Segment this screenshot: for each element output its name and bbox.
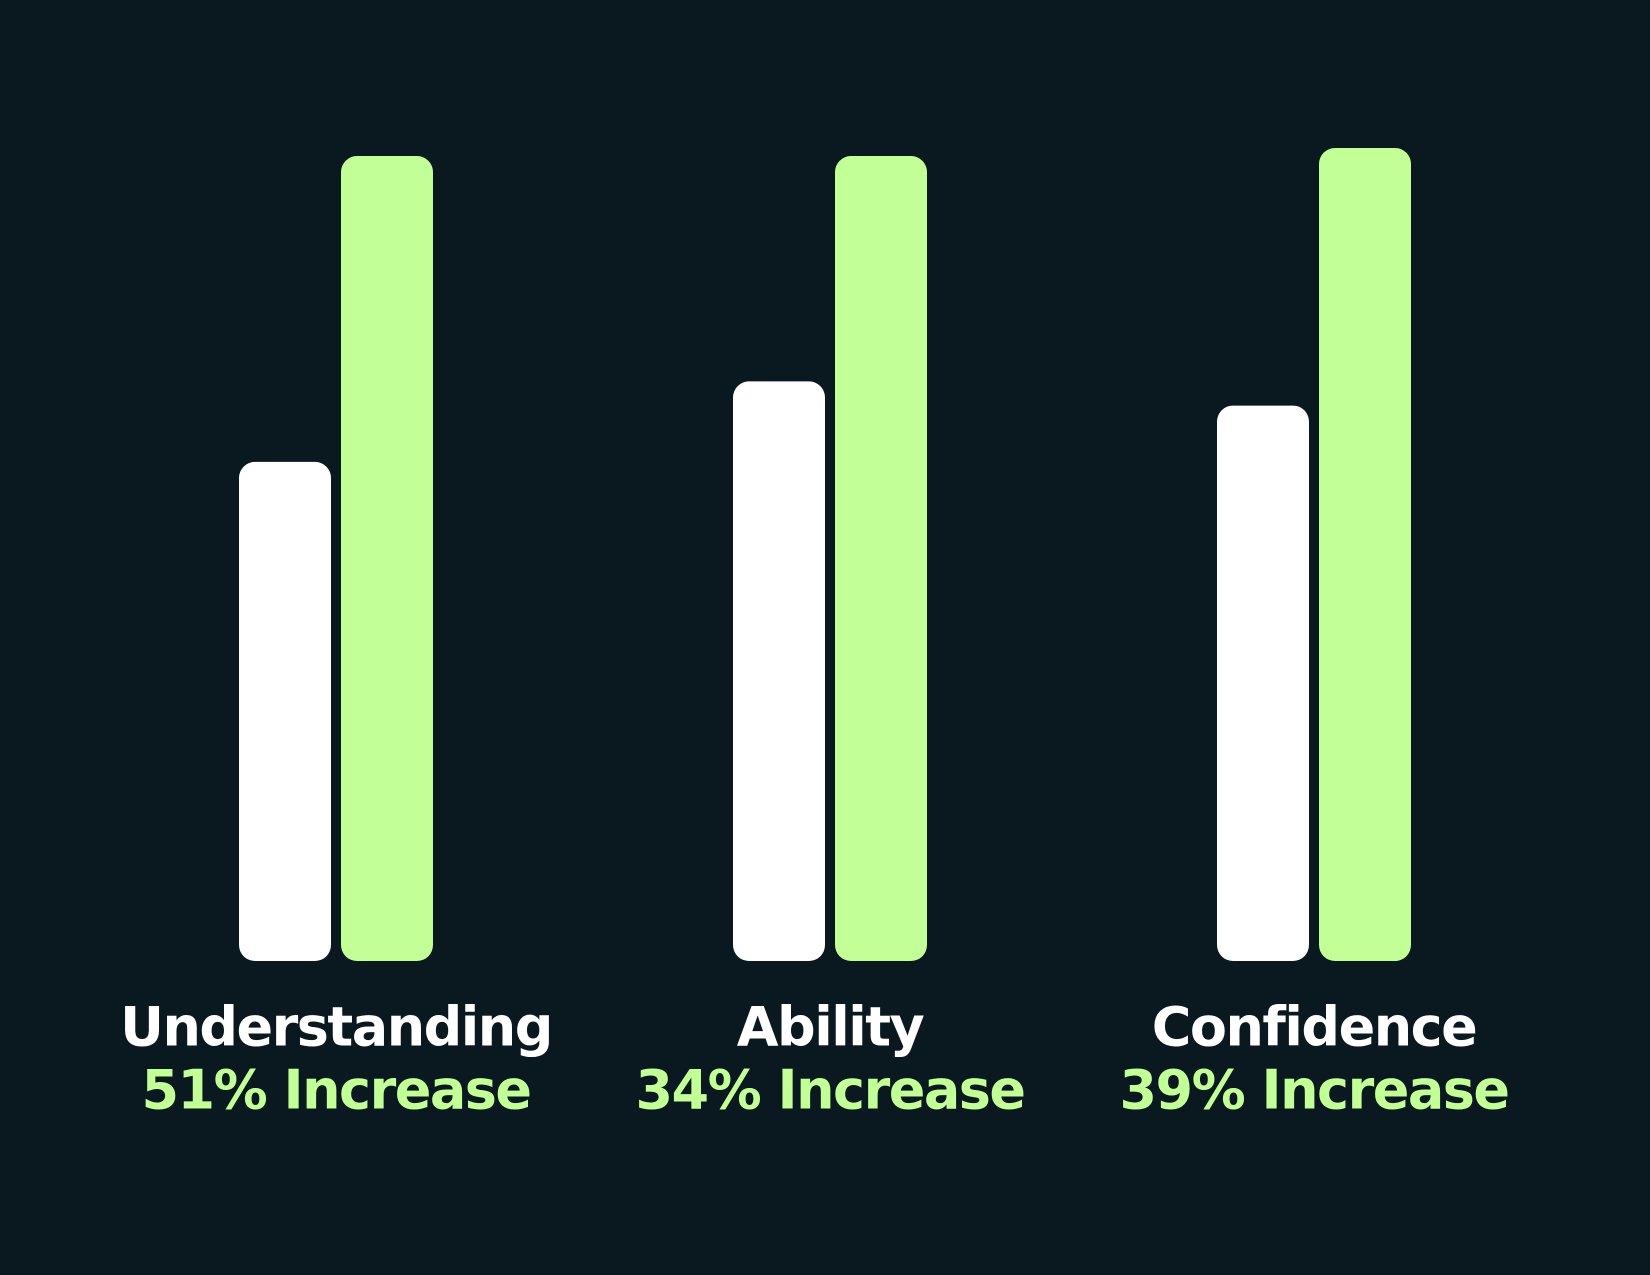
bar	[733, 381, 825, 961]
bar	[1319, 148, 1411, 961]
category-label: Confidence	[1152, 996, 1477, 1059]
bar	[239, 461, 331, 961]
increase-label: 51% Increase	[141, 1059, 530, 1122]
bar	[341, 156, 433, 961]
category-label: Understanding	[120, 996, 552, 1059]
increase-label: 39% Increase	[1119, 1059, 1508, 1122]
category-label: Ability	[737, 996, 925, 1059]
bar	[835, 156, 927, 961]
increase-label: 34% Increase	[635, 1059, 1024, 1122]
bar	[1217, 405, 1309, 961]
